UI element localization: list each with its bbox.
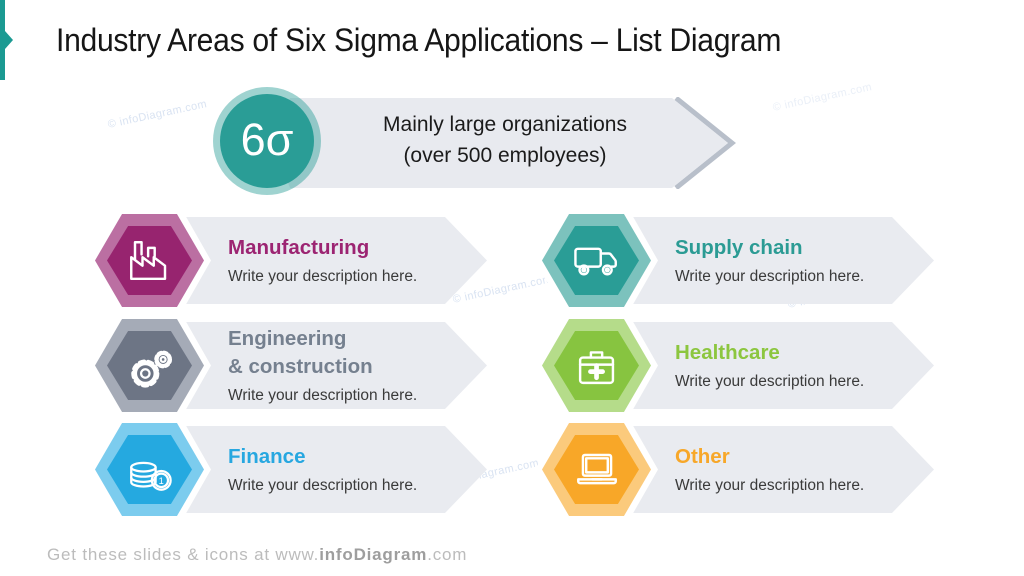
page-title: Industry Areas of Six Sigma Applications… xyxy=(56,22,782,58)
hexagon xyxy=(535,312,658,419)
footer-suffix: .com xyxy=(427,545,468,564)
gears-icon xyxy=(130,350,172,388)
item-title: Supply chain xyxy=(675,235,803,259)
list-item-healthcare: Healthcare Write your description here. xyxy=(535,312,947,419)
item-title: Healthcare xyxy=(675,340,780,364)
item-title: Other xyxy=(675,444,730,468)
hexagon xyxy=(88,312,211,419)
item-title: Engineering xyxy=(228,326,347,350)
factory-icon xyxy=(129,240,166,280)
watermark: © infoDiagram.com xyxy=(771,81,874,114)
item-banner xyxy=(160,322,487,409)
item-title: Manufacturing xyxy=(228,235,370,259)
watermark: © infoDiagram.com xyxy=(106,98,209,131)
item-description: Write your description here. xyxy=(675,267,865,285)
svg-text:1: 1 xyxy=(158,475,163,485)
item-description: Write your description here. xyxy=(228,386,418,404)
header-line1: Mainly large organizations xyxy=(383,113,627,136)
header-banner-outline-chevron xyxy=(674,97,736,189)
list-item-engineering: Engineering & construction Write your de… xyxy=(88,312,500,419)
hexagon xyxy=(535,207,658,314)
item-description: Write your description here. xyxy=(675,476,865,494)
first-aid-kit-icon xyxy=(578,350,614,384)
accent-bar xyxy=(0,0,5,80)
item-banner xyxy=(160,426,487,513)
item-description: Write your description here. xyxy=(228,267,418,285)
item-description: Write your description here. xyxy=(675,372,865,390)
hexagon xyxy=(535,416,658,523)
header-banner-shape xyxy=(272,98,728,188)
coins-icon: 1 xyxy=(129,461,172,491)
header-text: Mainly large organizations (over 500 emp… xyxy=(335,109,675,171)
item-banner xyxy=(160,217,487,304)
laptop-icon xyxy=(576,453,617,484)
truck-icon xyxy=(573,247,617,275)
footer-brand: infoDiagram xyxy=(319,545,428,564)
list-item-manufacturing: Manufacturing Write your description her… xyxy=(88,207,500,314)
six-sigma-badge: 6σ xyxy=(220,94,314,188)
item-title: Finance xyxy=(228,444,306,468)
hexagon: 1 xyxy=(88,416,211,523)
footer-credit: Get these slides & icons at www.infoDiag… xyxy=(47,545,467,565)
list-item-supply-chain: Supply chain Write your description here… xyxy=(535,207,947,314)
item-banner xyxy=(607,217,934,304)
list-item-other: Other Write your description here. xyxy=(535,416,947,523)
item-banner xyxy=(607,322,934,409)
hexagon xyxy=(88,207,211,314)
item-title-line2: & construction xyxy=(228,354,373,378)
list-item-finance: 1 Finance Write your description here. xyxy=(88,416,500,523)
accent-chevron-icon xyxy=(5,31,13,49)
footer-prefix: Get these slides & icons at www. xyxy=(47,545,320,564)
header-line2: (over 500 employees) xyxy=(403,144,607,167)
item-description: Write your description here. xyxy=(228,476,418,494)
header-banner xyxy=(272,97,736,189)
six-sigma-label: 6σ xyxy=(240,113,294,165)
item-banner xyxy=(607,426,934,513)
